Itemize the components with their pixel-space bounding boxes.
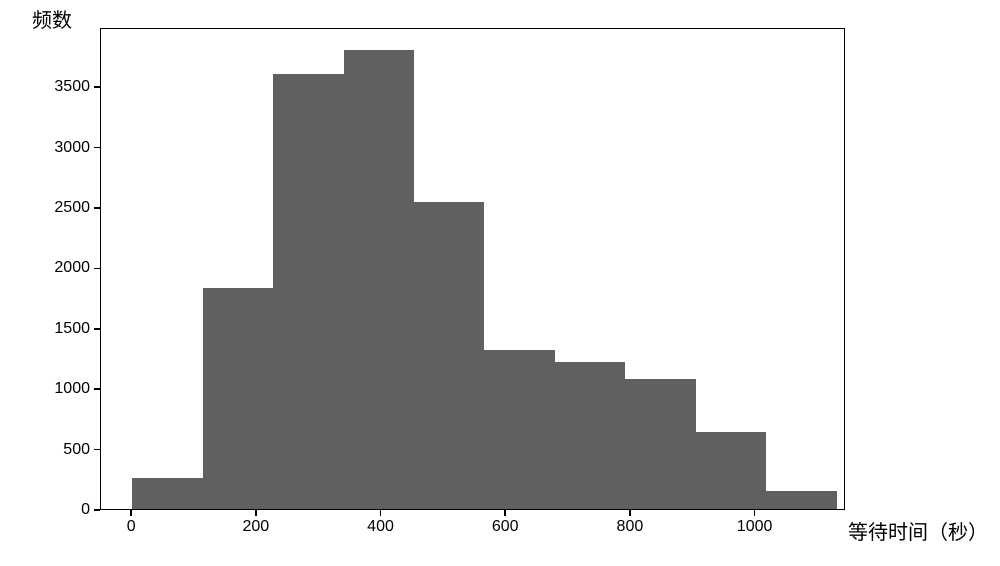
x-tick-mark — [130, 510, 132, 516]
histogram-bar — [555, 362, 625, 509]
y-tick-label: 1500 — [54, 320, 90, 338]
x-tick-mark — [504, 510, 506, 516]
histogram-bar — [273, 74, 343, 509]
histogram-bar — [484, 350, 554, 509]
histogram-chart: 频数 0 500 1000 1500 2000 2500 3000 3500 0 200 400 6… — [0, 0, 1000, 566]
y-tick-mark — [94, 449, 100, 451]
y-tick-label: 2500 — [54, 199, 90, 217]
x-tick-label: 600 — [492, 518, 519, 536]
histogram-bar — [414, 202, 484, 509]
y-tick-mark — [94, 328, 100, 330]
y-tick-label: 1000 — [54, 380, 90, 398]
y-tick-label: 3500 — [54, 78, 90, 96]
histogram-bar — [625, 379, 695, 509]
y-tick-mark — [94, 268, 100, 270]
y-tick-mark — [94, 86, 100, 88]
y-tick-label: 3000 — [54, 139, 90, 157]
x-tick-mark — [380, 510, 382, 516]
x-tick-mark — [629, 510, 631, 516]
y-tick-label: 2000 — [54, 259, 90, 277]
x-tick-mark — [754, 510, 756, 516]
histogram-bar — [696, 432, 766, 509]
x-tick-label: 800 — [617, 518, 644, 536]
y-tick-mark — [94, 207, 100, 209]
histogram-bar — [344, 50, 414, 509]
x-axis-title: 等待时间（秒） — [848, 516, 988, 545]
y-tick-mark — [94, 388, 100, 390]
histogram-bar — [766, 491, 836, 509]
x-tick-label: 200 — [242, 518, 269, 536]
y-tick-mark — [94, 509, 100, 511]
histogram-bar — [132, 478, 202, 509]
x-tick-label: 1000 — [737, 518, 773, 536]
y-tick-label: 500 — [63, 441, 90, 459]
y-tick-mark — [94, 147, 100, 149]
x-tick-label: 0 — [127, 518, 136, 536]
x-tick-mark — [255, 510, 257, 516]
x-tick-label: 400 — [367, 518, 394, 536]
y-tick-label: 0 — [81, 501, 90, 519]
histogram-bar — [203, 288, 273, 509]
plot-area — [100, 28, 845, 510]
y-axis-title: 频数 — [32, 4, 72, 33]
